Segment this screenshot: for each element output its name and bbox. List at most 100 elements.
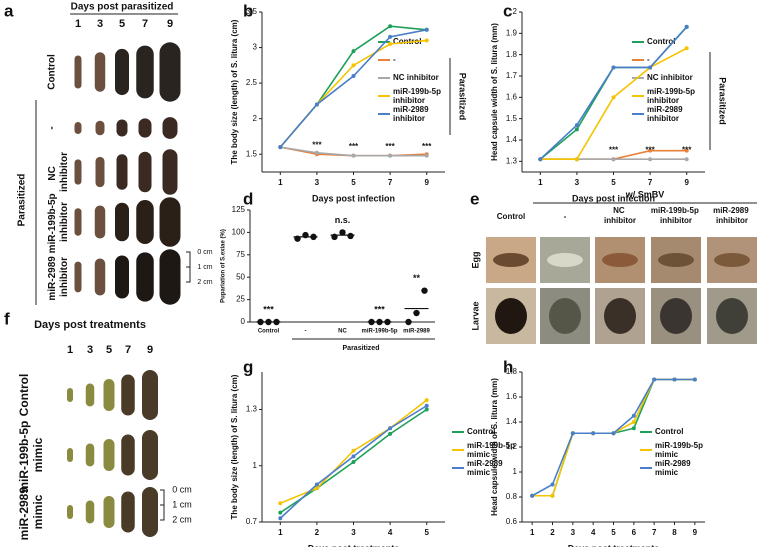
x-tick-label: 3 bbox=[351, 528, 356, 537]
text-line: miR-199b-5p bbox=[467, 441, 517, 450]
y-tick-label: 0.7 bbox=[246, 517, 258, 526]
text-line: mimic bbox=[467, 450, 491, 459]
point bbox=[611, 157, 616, 162]
text-line: NC bbox=[47, 163, 58, 180]
point bbox=[413, 309, 420, 317]
larva-photo bbox=[116, 119, 128, 137]
legend-label: NC inhibitor bbox=[393, 73, 439, 82]
x-tick-label: 9 bbox=[684, 178, 689, 187]
point bbox=[339, 229, 346, 236]
text-line: inhibitor bbox=[59, 202, 70, 242]
column-label: Control bbox=[497, 212, 525, 221]
point bbox=[684, 46, 689, 51]
column-label: NC inhibitor bbox=[604, 206, 636, 225]
text-line: inhibitor bbox=[59, 257, 70, 297]
point bbox=[368, 318, 375, 326]
text-line: miR-2989 bbox=[17, 484, 31, 541]
x-tick-label: Control bbox=[258, 329, 280, 335]
x-tick-label: 5 bbox=[611, 528, 616, 537]
x-tick-label: 4 bbox=[388, 528, 393, 537]
legend-label: - bbox=[393, 55, 396, 64]
point bbox=[388, 42, 393, 46]
y-tick-label: 1.8 bbox=[506, 367, 518, 376]
y-tick-label: 3.5 bbox=[246, 7, 258, 16]
legend-label: miR-199b-5p inhibitor bbox=[393, 87, 443, 105]
point bbox=[550, 493, 555, 498]
larva-photo bbox=[115, 48, 129, 96]
row-label: miR-2989 mimic bbox=[17, 484, 45, 541]
larva-photo bbox=[67, 388, 73, 402]
y-tick-label: 1.9 bbox=[506, 28, 518, 37]
x-tick-label: 9 bbox=[693, 528, 698, 537]
point bbox=[574, 123, 579, 128]
text-line: miR-199b-5p bbox=[647, 87, 697, 96]
scale-label: 1 cm bbox=[197, 264, 212, 271]
y-tick-label: 1.6 bbox=[506, 92, 518, 101]
point bbox=[265, 318, 272, 326]
day-label: 5 bbox=[119, 18, 125, 30]
x-tick-label: 1 bbox=[538, 178, 543, 187]
larva-photo bbox=[85, 500, 95, 524]
annotation: *** bbox=[263, 304, 274, 314]
series-line bbox=[532, 378, 695, 497]
point bbox=[530, 493, 535, 498]
y-tick-label: 1.5 bbox=[506, 114, 518, 123]
point bbox=[388, 426, 393, 431]
row-label: NC inhibitor bbox=[47, 152, 70, 192]
x-tick-label: 7 bbox=[388, 178, 393, 187]
point bbox=[351, 74, 356, 78]
x-tick-label: 2 bbox=[315, 528, 320, 537]
point bbox=[672, 377, 677, 382]
y-tick-label: 1.7 bbox=[506, 71, 518, 80]
larva-photo bbox=[136, 45, 154, 99]
series-line bbox=[531, 378, 695, 497]
text-line: inhibitor bbox=[716, 216, 748, 225]
panel-label: c bbox=[503, 1, 512, 20]
x-tick-label: 5 bbox=[611, 178, 616, 187]
point bbox=[421, 287, 428, 294]
annotation: *** bbox=[645, 145, 655, 154]
larva-photo bbox=[142, 370, 158, 420]
point bbox=[648, 148, 653, 153]
point bbox=[310, 233, 317, 241]
x-tick-label: 7 bbox=[648, 178, 653, 187]
point bbox=[424, 153, 429, 158]
scale-label: 0 cm bbox=[172, 484, 192, 494]
point bbox=[278, 516, 283, 521]
scale-bar bbox=[186, 251, 191, 283]
point bbox=[351, 448, 356, 453]
point bbox=[570, 431, 575, 436]
larva-photo bbox=[74, 55, 82, 89]
y-tick-label: 0.6 bbox=[506, 517, 518, 526]
point bbox=[648, 65, 653, 70]
panel-label: e bbox=[470, 189, 479, 208]
point bbox=[384, 318, 391, 326]
larva-photo bbox=[67, 505, 73, 519]
legend-label: Control bbox=[647, 37, 675, 46]
panel-title: w/ SmBV bbox=[625, 189, 665, 199]
point bbox=[405, 318, 412, 326]
larva-photo bbox=[103, 496, 115, 528]
larva-photo bbox=[94, 205, 106, 239]
point bbox=[684, 157, 689, 162]
point bbox=[631, 420, 636, 424]
day-label: 9 bbox=[167, 18, 173, 30]
point bbox=[652, 377, 657, 382]
point bbox=[376, 318, 383, 326]
y-tick-label: 1.3 bbox=[506, 156, 518, 165]
x-tick-label: - bbox=[305, 329, 307, 335]
text-line: miR-199b-5p bbox=[651, 206, 701, 215]
text-line: miR-2989 bbox=[647, 105, 685, 114]
larva-photo bbox=[94, 258, 106, 296]
row-label: miR-199b-5p inhibitor bbox=[47, 191, 70, 254]
row-label: Egg bbox=[470, 252, 480, 269]
panel-label: f bbox=[4, 309, 10, 328]
specimen bbox=[716, 298, 748, 334]
y-axis-label: The body size (length) of S. litura (cm) bbox=[230, 19, 239, 164]
point bbox=[424, 38, 429, 43]
text-line: miR-2989 bbox=[655, 459, 693, 468]
point bbox=[424, 27, 429, 32]
point bbox=[257, 318, 264, 326]
panel-title: Days post treatments bbox=[34, 319, 146, 331]
